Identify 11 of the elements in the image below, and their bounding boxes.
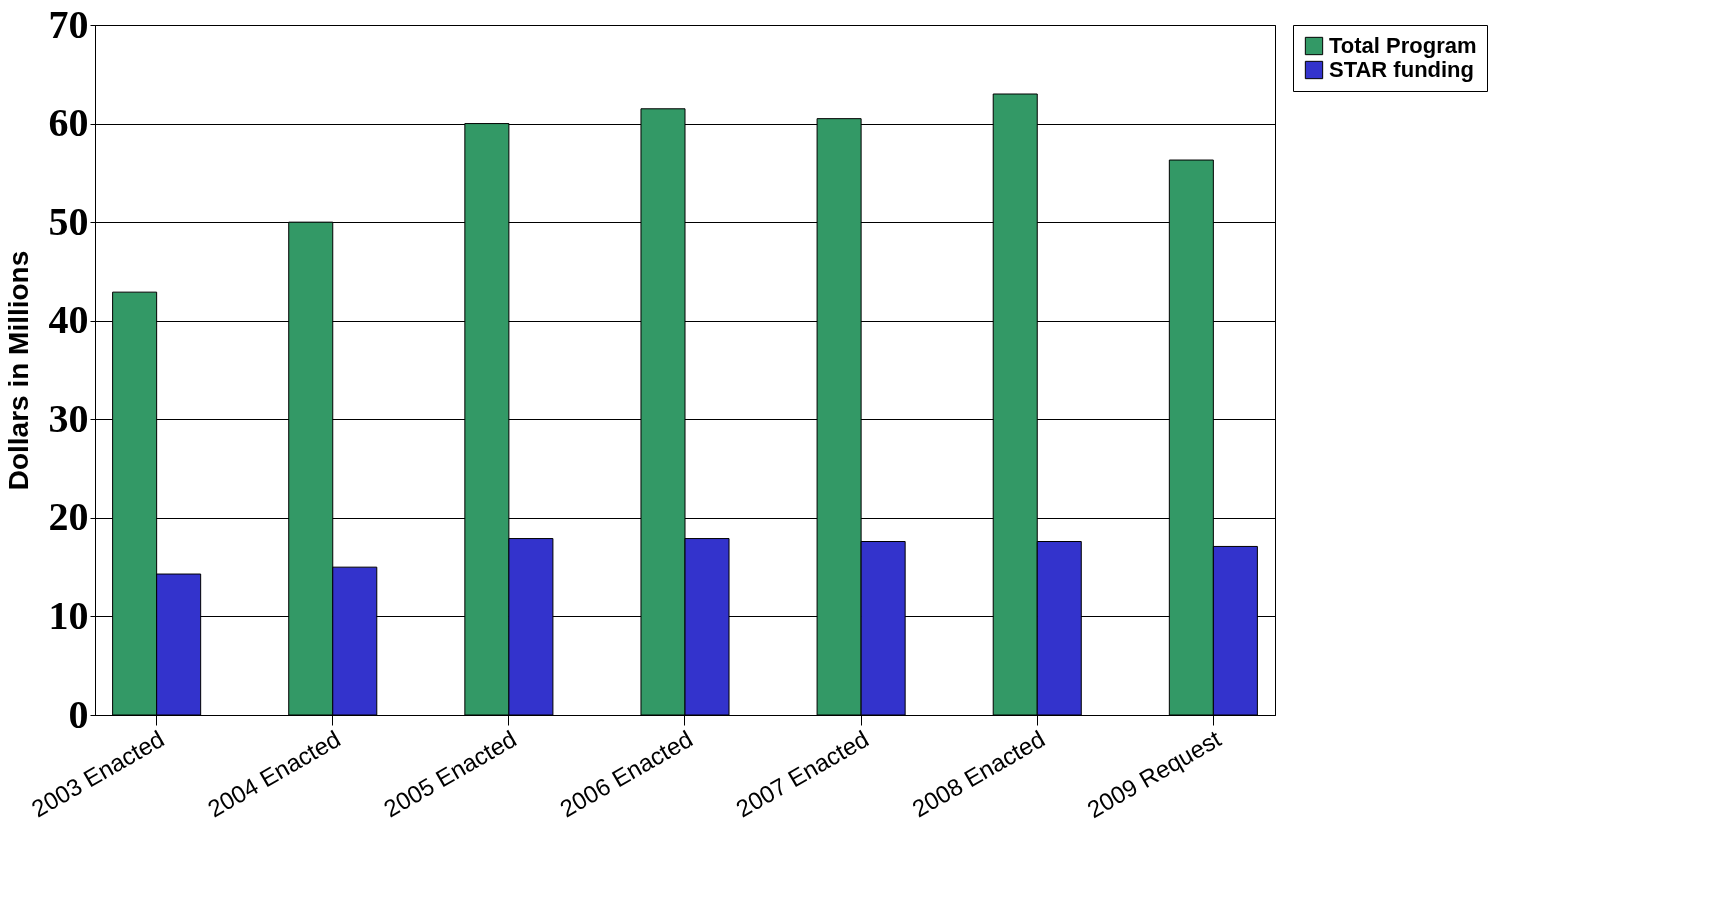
y-tick-label: 70 [48,1,89,47]
legend-label: Total Program [1329,33,1477,58]
y-tick-label: 30 [48,395,89,441]
y-tick-label: 10 [48,592,89,638]
y-axis-title: Dollars in Millions [2,250,34,491]
legend-label: STAR funding [1329,57,1474,82]
y-tick-label: 20 [48,494,89,540]
y-tick-label: 60 [48,100,89,146]
y-tick-label: 50 [48,198,89,244]
y-tick-label: 40 [48,297,89,343]
y-tick-label: 0 [68,691,89,737]
